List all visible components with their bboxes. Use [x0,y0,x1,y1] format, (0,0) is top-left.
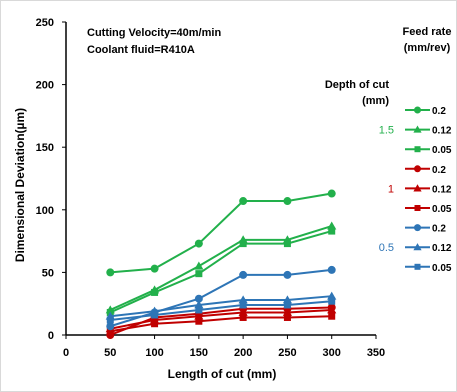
legend-marker [414,146,421,153]
y-tick-label: 150 [36,142,54,154]
legend-header-feed-rate: Feed rate [403,26,452,38]
x-tick-label: 350 [367,347,385,359]
data-point [106,268,115,277]
data-point [327,265,336,274]
legend-marker [414,263,421,270]
series-line [109,268,332,328]
axes: 0 50 100 150 200 250 300 350 0 50 100 150 200 250 [36,17,386,359]
series-line [110,300,332,321]
data-point [194,300,204,309]
legend-label: 0.12 [432,243,452,254]
legend-marker [414,224,421,232]
legend-marker [413,125,422,133]
legend-depth-label: 0.5 [379,242,394,254]
data-point [239,301,247,309]
legend-header-feed-rate-unit: (mm/rev) [404,42,451,54]
legend-label: 0.12 [432,126,452,137]
data-point [283,240,291,248]
data-point [194,239,203,248]
data-point [327,221,337,230]
legend-marker [414,165,421,173]
data-point [150,264,159,273]
y-axis-title: Dimensional Deviation(µm) [13,108,27,262]
data-point [239,313,247,321]
series-line [109,225,333,311]
legend-label: 0.2 [432,106,446,117]
y-tick-label: 50 [42,267,54,279]
data-point [328,227,336,235]
data-point [283,197,292,206]
legend-header-depth-unit: (mm) [362,95,389,107]
data-point [282,295,293,304]
data-point [283,313,291,321]
series-line [110,315,332,333]
legend-depth-label: 1.5 [379,125,394,137]
legend-label: 0.2 [432,224,446,235]
data-point [239,240,247,248]
legend-marker [414,106,421,114]
data-point [327,189,336,198]
data-point [151,320,159,328]
data-point [282,307,293,316]
data-point [151,311,159,319]
data-point [194,261,204,270]
data-point [328,312,336,320]
x-tick-label: 150 [190,347,208,359]
legend-marker [413,184,422,192]
data-point [195,317,203,325]
legend: Feed rate (mm/rev) Depth of cut (mm) 1.5 0.2 0… [325,26,452,274]
data-point [283,301,291,309]
series-line [109,230,332,314]
data-point [194,311,204,320]
series-line [110,308,332,330]
y-tick-label: 100 [36,205,54,217]
series-line [110,192,332,274]
legend-marker [413,243,422,251]
x-tick-label: 250 [278,347,296,359]
data-point [327,291,337,300]
data-point [239,270,248,279]
data-point [151,288,159,296]
legend-header-depth: Depth of cut [325,79,389,91]
y-tick-label: 200 [36,80,54,92]
x-tick-label: 0 [63,347,69,359]
x-tick-label: 300 [323,347,341,359]
data-point [238,295,248,304]
x-tick-label: 200 [234,347,252,359]
legend-label: 0.2 [432,165,446,176]
series-line [109,306,332,336]
y-tick-label: 250 [36,17,54,29]
data-point [106,322,115,331]
x-axis-title: Length of cut (mm) [168,367,277,381]
data-point [327,305,337,314]
annotation-velocity: Cutting Velocity=40m/min [87,27,221,39]
annotation-coolant: Coolant fluid=R410A [87,44,195,56]
series-line [110,295,332,318]
data-point [238,307,248,316]
legend-depth-label: 1 [388,183,394,195]
legend-label: 0.05 [432,263,452,274]
legend-label: 0.05 [432,204,452,215]
data-point [194,294,203,303]
legend-label: 0.05 [432,145,452,156]
legend-label: 0.12 [432,184,452,195]
data-point [195,306,203,314]
data-point [106,327,114,335]
data-point [283,270,292,279]
y-tick-label: 0 [48,330,54,342]
x-tick-label: 50 [104,347,116,359]
legend-marker [414,205,421,211]
data-point [328,297,336,305]
data-point [195,270,203,278]
data-point [106,316,114,324]
data-point [239,197,248,206]
series-layer [105,189,337,339]
x-tick-label: 100 [145,347,163,359]
